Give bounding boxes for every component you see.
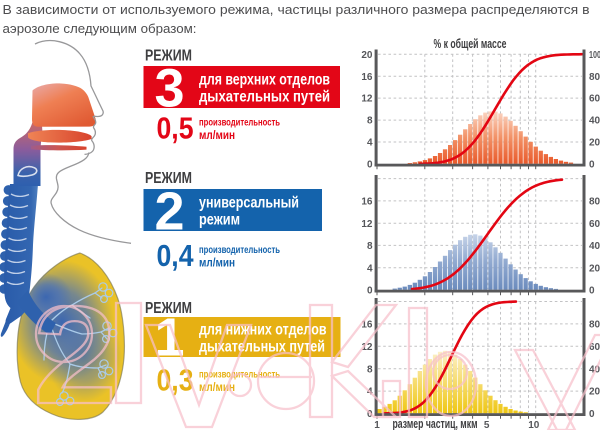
svg-text:4: 4: [367, 138, 373, 149]
svg-text:для верхних отделов: для верхних отделов: [199, 72, 330, 89]
svg-text:дыхательных путей: дыхательных путей: [199, 339, 325, 356]
svg-text:РЕЖИМ: РЕЖИМ: [145, 300, 192, 317]
svg-text:2: 2: [33, 278, 117, 430]
svg-text:0,5: 0,5: [157, 111, 194, 146]
svg-text:В зависимости от используемого: В зависимости от используемого режима, ч…: [3, 3, 590, 17]
svg-text:12: 12: [361, 219, 373, 230]
svg-text:0: 0: [589, 409, 595, 420]
svg-text:4: 4: [367, 263, 373, 274]
svg-text:20: 20: [589, 387, 600, 398]
svg-text:80: 80: [589, 320, 600, 331]
svg-text:РЕЖИМ: РЕЖИМ: [145, 170, 192, 187]
svg-text:20: 20: [589, 263, 600, 274]
svg-text:60: 60: [589, 219, 600, 230]
svg-text:аэрозоле следующим образом:: аэрозоле следующим образом:: [3, 22, 197, 36]
svg-text:РЕЖИМ: РЕЖИМ: [145, 48, 192, 65]
svg-text:0: 0: [367, 286, 373, 297]
svg-text:100: 100: [589, 50, 600, 61]
svg-text:80: 80: [589, 197, 600, 208]
svg-text:8: 8: [367, 116, 373, 127]
svg-text:12: 12: [361, 342, 373, 353]
svg-text:0,4: 0,4: [157, 238, 195, 273]
svg-text:1: 1: [374, 420, 380, 430]
svg-text:40: 40: [589, 241, 600, 252]
svg-text:производительность: производительность: [199, 244, 280, 256]
svg-text:10: 10: [528, 420, 540, 430]
svg-text:размер частиц, мкм: размер частиц, мкм: [393, 417, 478, 430]
svg-text:16: 16: [361, 320, 373, 331]
svg-text:16: 16: [361, 72, 373, 83]
svg-text:12: 12: [361, 94, 373, 105]
svg-text:режим: режим: [199, 212, 240, 229]
svg-text:0: 0: [367, 160, 373, 171]
svg-text:мл/мин: мл/мин: [199, 256, 235, 270]
svg-text:40: 40: [589, 364, 600, 375]
svg-text:мл/мин: мл/мин: [199, 128, 235, 142]
svg-text:дыхательных путей: дыхательных путей: [199, 89, 330, 106]
svg-text:20: 20: [361, 50, 373, 61]
svg-text:8: 8: [367, 364, 373, 375]
svg-text:80: 80: [589, 72, 600, 83]
svg-text:0: 0: [589, 286, 595, 297]
svg-text:0: 0: [589, 160, 595, 171]
svg-text:20: 20: [589, 138, 600, 149]
svg-text:60: 60: [589, 342, 600, 353]
svg-text:производительность: производительность: [199, 117, 280, 129]
svg-text:5: 5: [484, 420, 490, 430]
svg-text:8: 8: [367, 241, 373, 252]
svg-text:для нижних отделов: для нижних отделов: [199, 322, 327, 339]
svg-text:60: 60: [589, 94, 600, 105]
svg-text:40: 40: [589, 116, 600, 127]
svg-text:универсальный: универсальный: [199, 195, 299, 212]
svg-text:% к общей массе: % к общей массе: [434, 37, 507, 51]
svg-text:3: 3: [154, 59, 184, 119]
svg-text:16: 16: [361, 197, 373, 208]
svg-text:2: 2: [154, 182, 184, 242]
